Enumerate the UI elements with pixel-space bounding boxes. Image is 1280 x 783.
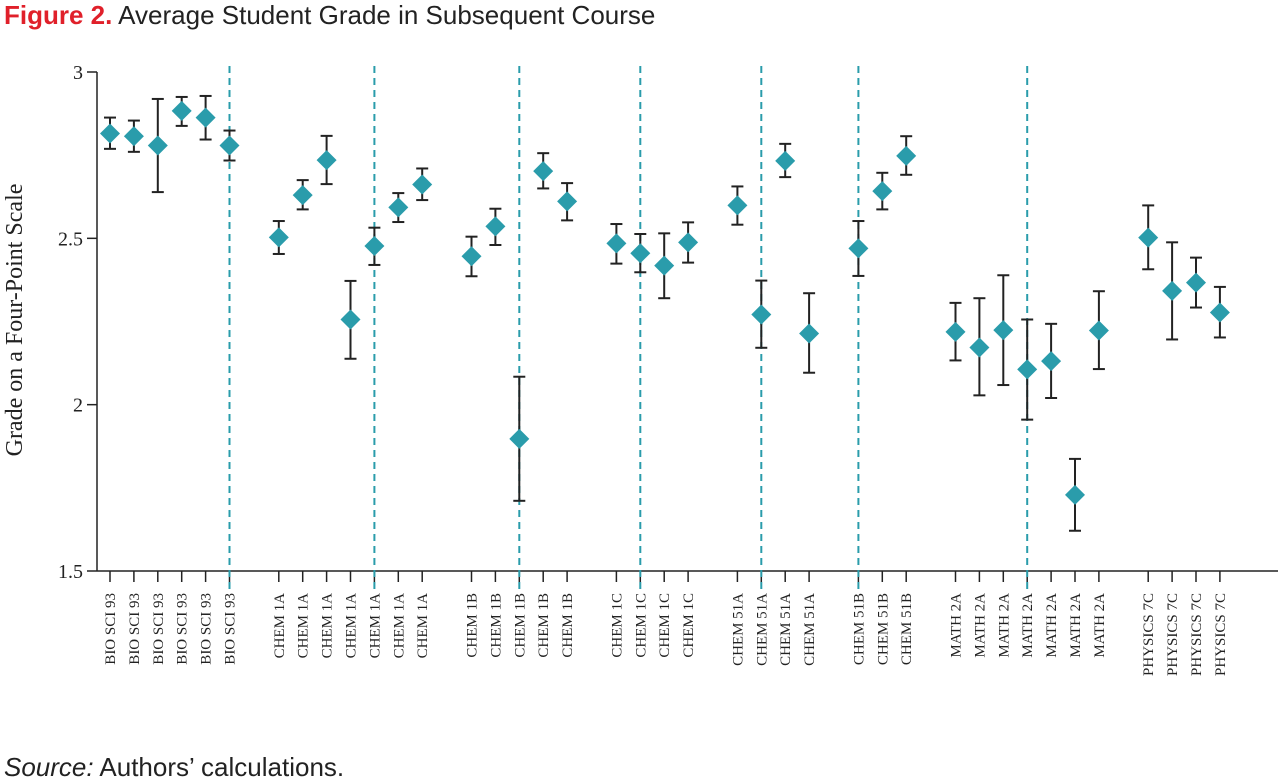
data-point	[268, 227, 289, 248]
source-label: Source:	[4, 752, 94, 782]
x-tick-label: BIO SCI 93	[103, 593, 119, 665]
x-tick-label: CHEM 51B	[851, 593, 867, 665]
x-tick-label: BIO SCI 93	[151, 593, 167, 665]
data-point	[969, 337, 990, 358]
x-tick-label: MATH 2A	[1044, 593, 1060, 658]
x-tick-label: BIO SCI 93	[223, 593, 239, 665]
x-tick-label: CHEM 1A	[367, 593, 383, 659]
data-point	[606, 233, 627, 254]
data-point	[678, 232, 699, 253]
data-point	[100, 123, 120, 144]
data-point	[533, 161, 554, 182]
x-tick-label: PHYSICS 7C	[1141, 593, 1157, 676]
data-point	[364, 235, 385, 256]
y-axis-title: Grade on a Four-Point Scale	[2, 184, 28, 457]
data-point	[654, 255, 675, 276]
data-point	[147, 135, 168, 156]
data-point	[1186, 272, 1206, 293]
data-point	[872, 181, 893, 202]
x-tick-label: CHEM 51B	[899, 593, 915, 665]
x-tick-label: MATH 2A	[1068, 593, 1084, 658]
x-tick-label: PHYSICS 7C	[1213, 593, 1229, 676]
x-tick-label: CHEM 51A	[730, 593, 746, 666]
data-point	[412, 174, 433, 195]
x-tick-label: CHEM 51A	[778, 593, 794, 666]
x-tick-label: CHEM 51A	[802, 593, 818, 666]
x-tick-label: BIO SCI 93	[199, 593, 215, 665]
x-tick-label: MATH 2A	[1020, 593, 1036, 658]
figure-title: Figure 2. Average Student Grade in Subse…	[4, 0, 655, 31]
data-point	[316, 150, 337, 171]
x-tick-label: CHEM 51A	[754, 593, 770, 666]
data-point	[1065, 484, 1085, 505]
data-point	[171, 100, 192, 121]
y-tick-label: 1.5	[58, 561, 83, 583]
x-tick-label: CHEM 1B	[560, 593, 576, 658]
source-note: Source: Authors’ calculations.	[4, 752, 344, 783]
data-point	[993, 320, 1014, 341]
data-point	[292, 185, 313, 206]
data-point	[1209, 302, 1230, 323]
x-tick-label: CHEM 51B	[875, 593, 891, 665]
x-tick-label: PHYSICS 7C	[1189, 593, 1205, 676]
data-point	[751, 304, 772, 325]
data-point	[123, 126, 144, 147]
data-point	[1138, 227, 1159, 248]
y-tick-label: 2	[73, 395, 83, 417]
data-point	[509, 428, 530, 449]
x-tick-label: CHEM 1C	[657, 593, 673, 658]
data-point	[848, 238, 869, 259]
data-point	[1088, 320, 1109, 341]
y-tick-label: 3	[73, 62, 83, 84]
x-tick-label: CHEM 1A	[296, 593, 312, 659]
data-point	[727, 195, 748, 216]
x-tick-label: MATH 2A	[996, 593, 1012, 658]
x-tick-label: MATH 2A	[949, 593, 965, 658]
y-axis: 1.5 2 2.5 3	[58, 62, 98, 583]
figure-title-text: Average Student Grade in Subsequent Cour…	[118, 0, 656, 30]
x-tick-label: MATH 2A	[1092, 593, 1108, 658]
data-point	[1041, 351, 1062, 372]
source-text: Authors’ calculations.	[99, 752, 345, 782]
x-tick-label: CHEM 1B	[536, 593, 552, 658]
data-point	[1162, 280, 1183, 301]
data-point	[219, 135, 240, 156]
x-tick-label: CHEM 1A	[272, 593, 288, 659]
data-point	[485, 216, 506, 237]
data-point	[461, 246, 482, 267]
x-tick-label: CHEM 1C	[609, 593, 625, 658]
data-point	[557, 191, 578, 212]
data-point	[945, 321, 966, 342]
data-points	[100, 100, 1230, 505]
x-tick-label: CHEM 1A	[344, 593, 360, 659]
x-tick-label: CHEM 1B	[512, 593, 528, 658]
x-tick-label: CHEM 1A	[415, 593, 431, 659]
x-axis: BIO SCI 93 BIO SCI 93 BIO SCI 93 BIO SCI 93…	[97, 570, 1278, 676]
x-tick-label: CHEM 1C	[681, 593, 697, 658]
x-tick-label: BIO SCI 93	[127, 593, 143, 665]
data-point	[340, 309, 361, 330]
data-point	[1017, 359, 1038, 380]
figure-label: Figure 2.	[4, 0, 113, 30]
data-point	[195, 107, 216, 128]
x-tick-label: BIO SCI 93	[175, 593, 191, 665]
data-point	[799, 323, 820, 344]
x-tick-label: CHEM 1B	[488, 593, 504, 658]
x-tick-label: CHEM 1A	[320, 593, 336, 659]
x-tick-label: MATH 2A	[972, 593, 988, 658]
data-point	[775, 150, 796, 171]
x-tick-label: CHEM 1B	[465, 593, 481, 658]
x-tick-label: PHYSICS 7C	[1165, 593, 1181, 676]
data-point	[388, 197, 409, 218]
x-tick-label: CHEM 1A	[391, 593, 407, 659]
data-point	[630, 243, 651, 264]
error-bars	[104, 94, 1226, 532]
data-point	[896, 145, 917, 166]
x-tick-label: CHEM 1C	[633, 593, 649, 658]
y-tick-label: 2.5	[58, 228, 83, 250]
